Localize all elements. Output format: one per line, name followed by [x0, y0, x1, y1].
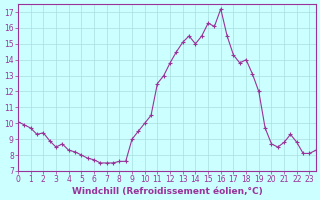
X-axis label: Windchill (Refroidissement éolien,°C): Windchill (Refroidissement éolien,°C) — [72, 187, 262, 196]
